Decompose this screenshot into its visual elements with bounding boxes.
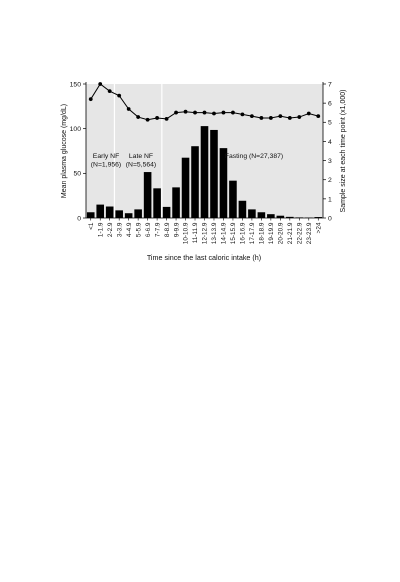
y-right-tick-label-1: 1 xyxy=(328,196,332,203)
x-tick-label-2: 2-2.9 xyxy=(107,222,114,237)
x-tick-label-11: 11-11.9 xyxy=(192,222,199,243)
bar-6 xyxy=(144,172,152,218)
bar-3 xyxy=(115,210,123,218)
glucose-point-24 xyxy=(316,114,320,118)
x-tick-label-18: 18-18.9 xyxy=(259,222,266,244)
glucose-point-18 xyxy=(259,116,263,120)
bar-11 xyxy=(191,146,199,218)
annotation-late-0: Late NF xyxy=(129,153,153,160)
glucose-point-15 xyxy=(231,111,235,115)
annotation-early-0: Early NF xyxy=(93,153,119,160)
y-left-tick-label-3: 150 xyxy=(70,81,82,88)
x-tick-label-19: 19-19.9 xyxy=(268,222,275,244)
annotation-early-1: (N=1,956) xyxy=(91,162,121,169)
glucose-point-10 xyxy=(184,110,188,114)
y-right-tick-label-0: 0 xyxy=(328,215,332,222)
x-tick-label-23: 23-23.9 xyxy=(306,222,313,244)
y-right-tick-label-2: 2 xyxy=(328,177,332,184)
x-tick-label-14: 14-14.9 xyxy=(221,222,228,244)
bar-15 xyxy=(229,181,237,218)
x-tick-label-0: <1 xyxy=(88,222,95,230)
glucose-point-2 xyxy=(108,89,112,93)
glucose-point-22 xyxy=(297,115,301,119)
glucose-point-14 xyxy=(222,111,226,115)
x-tick-label-6: 6-6.9 xyxy=(145,222,152,237)
bar-17 xyxy=(248,209,256,218)
glucose-point-1 xyxy=(98,82,102,86)
glucose-point-11 xyxy=(193,111,197,115)
glucose-point-7 xyxy=(155,116,159,120)
glucose-point-19 xyxy=(269,116,273,120)
y-axis-right-label: Sample size at each time point (x1,000) xyxy=(340,90,347,213)
y-right-tick-label-5: 5 xyxy=(328,120,332,127)
bar-18 xyxy=(258,212,266,218)
y-right-tick-label-3: 3 xyxy=(328,158,332,165)
glucose-point-5 xyxy=(136,115,140,119)
x-tick-label-20: 20-20.9 xyxy=(278,222,285,244)
x-tick-label-1: 1-1.9 xyxy=(97,222,104,237)
glucose-point-23 xyxy=(307,112,311,116)
glucose-point-12 xyxy=(203,111,207,115)
glucose-point-16 xyxy=(241,112,245,116)
bar-10 xyxy=(182,158,190,218)
x-tick-label-17: 17-17.9 xyxy=(249,222,256,244)
annotation-late-1: (N=5,564) xyxy=(126,162,156,169)
x-tick-label-13: 13-13.9 xyxy=(211,222,218,244)
y-right-tick-label-7: 7 xyxy=(328,81,332,88)
x-axis-label: Time since the last caloric intake (h) xyxy=(147,253,261,262)
x-tick-label-16: 16-16.9 xyxy=(240,222,247,244)
x-tick-label-7: 7-7.9 xyxy=(154,222,161,237)
glucose-point-21 xyxy=(288,116,292,120)
x-tick-label-3: 3-3.9 xyxy=(116,222,123,237)
y-right-tick-label-6: 6 xyxy=(328,101,332,108)
bar-0 xyxy=(87,212,95,218)
x-tick-label-21: 21-21.9 xyxy=(287,222,294,244)
x-tick-label-15: 15-15.9 xyxy=(230,222,237,244)
bar-4 xyxy=(125,213,133,218)
x-tick-label-10: 10-10.9 xyxy=(183,222,190,244)
bar-2 xyxy=(106,207,114,218)
x-tick-label-4: 4-4.9 xyxy=(126,222,133,237)
glucose-point-13 xyxy=(212,112,216,116)
annotation-fasting-0: Fasting (N=27,387) xyxy=(225,153,283,160)
y-left-tick-label-1: 50 xyxy=(73,171,81,178)
y-left-tick-label-0: 0 xyxy=(77,215,81,222)
glucose-point-8 xyxy=(165,117,169,121)
bar-19 xyxy=(267,214,275,218)
x-tick-label-9: 9-9.9 xyxy=(173,222,180,237)
glucose-point-20 xyxy=(278,114,282,118)
glucose-point-6 xyxy=(146,118,150,122)
bar-5 xyxy=(134,209,142,218)
x-tick-label-24: >24 xyxy=(315,222,322,233)
glucose-point-4 xyxy=(127,107,131,111)
bar-1 xyxy=(96,205,104,218)
glucose-point-3 xyxy=(117,94,121,98)
bar-13 xyxy=(210,130,218,218)
y-axis-left-label: Mean plasma glucose (mg/dL) xyxy=(61,104,68,198)
x-tick-label-8: 8-8.9 xyxy=(164,222,171,237)
bar-7 xyxy=(153,188,161,218)
x-tick-label-22: 22-22.9 xyxy=(297,222,304,244)
x-tick-label-5: 5-5.9 xyxy=(135,222,142,237)
bar-16 xyxy=(239,201,247,218)
y-right-tick-label-4: 4 xyxy=(328,139,332,146)
glucose-point-17 xyxy=(250,114,254,118)
x-tick-label-12: 12-12.9 xyxy=(202,222,209,244)
bar-9 xyxy=(172,187,180,218)
y-left-tick-label-2: 100 xyxy=(70,126,82,133)
bar-12 xyxy=(201,126,209,218)
glucose-point-9 xyxy=(174,111,178,115)
glucose-point-0 xyxy=(89,97,93,101)
bar-8 xyxy=(163,207,171,218)
